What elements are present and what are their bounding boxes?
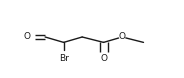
Text: O: O [119, 33, 126, 41]
Text: O: O [100, 54, 107, 63]
Text: O: O [24, 33, 31, 41]
Text: Br: Br [59, 54, 69, 62]
